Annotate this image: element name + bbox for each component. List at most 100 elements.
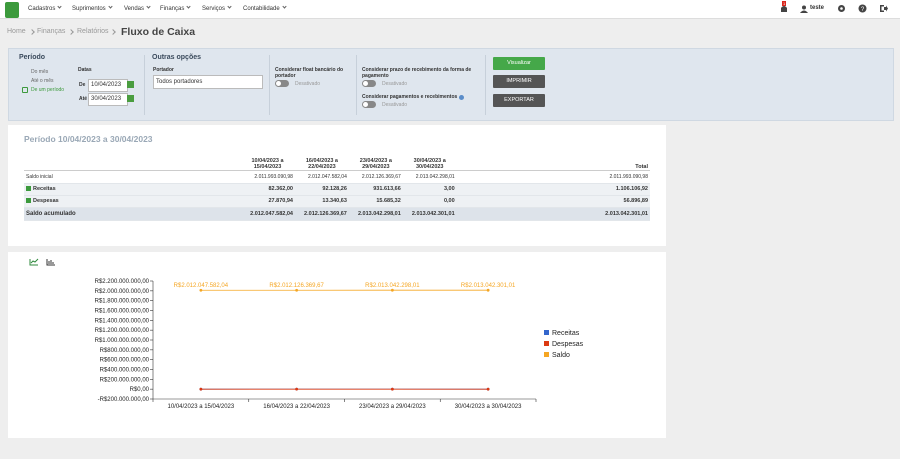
point	[486, 387, 490, 391]
header-cell: Total	[635, 163, 648, 170]
table-cell: 931.613,66	[373, 186, 401, 192]
table-card: Período 10/04/2023 a 30/04/2023 10/04/20…	[8, 125, 666, 246]
legend-label[interactable]: Receitas	[552, 330, 580, 337]
radio-option[interactable]: De um período	[31, 87, 65, 93]
menu-item[interactable]: Suprimentos	[72, 5, 112, 12]
bar-chart-icon[interactable]	[46, 258, 56, 266]
header-cell: 10/04/2023 a 15/04/2023	[251, 157, 284, 170]
label: Considerar pagamentos e recebimentos	[362, 94, 458, 100]
table-cell: 2.012.047.582,04	[307, 173, 347, 180]
toggle[interactable]	[275, 80, 289, 87]
legend-label[interactable]: Despesas	[552, 341, 584, 348]
header-row: 10/04/2023 a 15/04/2023 16/04/2023 a 22/0…	[24, 153, 650, 170]
table-cell: 2.013.042.301,01	[411, 210, 455, 217]
table-row: Despesas 27.870,94 13.340,63 15.685,32 0,00 5…	[24, 195, 650, 207]
point	[486, 288, 490, 292]
y-tick-label: R$2.200.000.000,00	[95, 279, 150, 285]
data-label: R$2.012.047.582,04	[174, 283, 229, 289]
table-cell: 2.011.993.090,98	[609, 173, 648, 180]
y-tick-label: R$200.000.000,00	[100, 377, 150, 383]
menu-item[interactable]: Vendas	[124, 5, 150, 12]
point	[199, 288, 203, 292]
section-title: Outras opções	[152, 54, 202, 61]
toggle-state: Desativado	[382, 102, 408, 108]
table-cell: 2.011.993.090,98	[254, 173, 293, 180]
table-cell: Saldo acumulado	[26, 210, 76, 217]
toggle[interactable]	[362, 80, 376, 87]
bell-icon[interactable]	[778, 3, 790, 15]
table-cell: 2.012.126.369,67	[304, 210, 347, 217]
table-cell: 15.685,32	[376, 198, 401, 204]
legend-swatch	[544, 341, 549, 346]
breadcrumb-item[interactable]: Home	[7, 28, 26, 35]
menu-item[interactable]: Contabilidade	[243, 5, 286, 12]
x-tick-label: 16/04/2023 a 22/04/2023	[263, 404, 330, 410]
expand-icon[interactable]	[26, 198, 31, 203]
legend-label[interactable]: Saldo	[552, 352, 570, 359]
help-icon[interactable]: ?	[858, 4, 867, 13]
label: Considerar prazo de recebimento da forma…	[362, 67, 472, 79]
point	[390, 288, 394, 292]
user-name[interactable]: teste	[810, 5, 825, 11]
x-tick-label: 23/04/2023 a 29/04/2023	[359, 404, 426, 410]
info-icon[interactable]	[459, 95, 464, 100]
y-tick-label: R$800.000.000,00	[100, 348, 150, 354]
navbar: Cadastros Suprimentos Vendas Finanças Serviç…	[0, 0, 900, 19]
chart-card	[8, 252, 666, 438]
label: Até	[79, 96, 88, 102]
radio-option[interactable]: Até o mês	[31, 78, 54, 84]
point	[295, 288, 299, 292]
table-cell: 13.340,63	[322, 198, 347, 204]
label: Considerar float bancário do portador	[275, 67, 344, 79]
y-tick-label: R$1.400.000.000,00	[95, 318, 150, 324]
label: Portador	[153, 67, 174, 73]
y-tick-label: R$1.600.000.000,00	[95, 309, 150, 315]
y-tick-label: -R$200.000.000,00	[98, 397, 150, 403]
button[interactable]: IMPRIMIR	[493, 75, 545, 88]
y-tick-label: R$1.200.000.000,00	[95, 328, 150, 334]
svg-text:?: ?	[861, 7, 865, 13]
table-cell: 82.362,00	[268, 186, 293, 192]
header-cell: 16/04/2023 a 22/04/2023	[305, 157, 338, 170]
menu-item[interactable]: Serviços	[202, 5, 231, 12]
user-icon	[800, 5, 808, 13]
calendar-icon[interactable]	[127, 81, 134, 88]
table-cell: Despesas	[24, 195, 240, 207]
settings-icon[interactable]	[837, 4, 846, 13]
radio-icon	[22, 87, 28, 93]
table-cell: 3,00	[443, 186, 455, 192]
calendar-icon[interactable]	[127, 95, 134, 102]
badge: 1	[782, 1, 787, 6]
y-tick-label: R$1.000.000.000,00	[95, 338, 150, 344]
expand-icon[interactable]	[26, 186, 31, 191]
radio-option[interactable]: Do mês	[31, 69, 49, 75]
toggle[interactable]	[362, 101, 376, 108]
button[interactable]: EXPORTAR	[493, 94, 545, 107]
table-cell: 1.106.106,92	[615, 186, 648, 192]
y-tick-label: R$1.800.000.000,00	[95, 299, 150, 305]
table-cell: Receitas	[24, 183, 240, 195]
table-row: Receitas 82.362,00 92.128,26 931.613,66 3,00…	[24, 183, 650, 195]
table-cell: 2.013.042.301,01	[605, 210, 648, 217]
line-chart-icon[interactable]	[29, 258, 39, 266]
header-cell: 23/04/2023 a 29/04/2023	[359, 157, 392, 170]
breadcrumb-item[interactable]: Relatórios	[77, 28, 109, 35]
section-title: Período	[19, 54, 46, 61]
toggle-state: Desativado	[295, 81, 321, 87]
logout-icon[interactable]	[879, 4, 888, 13]
select[interactable]: Todos portadores	[153, 75, 263, 89]
table-cell: 2.012.047.582,04	[250, 210, 293, 217]
x-tick-label: 10/04/2023 a 15/04/2023	[168, 404, 235, 410]
legend-swatch	[544, 352, 549, 357]
button[interactable]: Visualizar	[493, 57, 545, 70]
menu-item[interactable]: Cadastros	[28, 5, 61, 12]
breadcrumb-item[interactable]: Finanças	[37, 28, 66, 35]
table-title: Período 10/04/2023 a 30/04/2023	[24, 134, 153, 144]
y-tick-label: R$600.000.000,00	[100, 358, 150, 364]
table-cell: Saldo inicial	[26, 173, 53, 180]
menu-item[interactable]: Finanças	[160, 5, 190, 12]
logo[interactable]	[5, 2, 19, 18]
table-cell: 2.012.126.369,67	[361, 173, 401, 180]
